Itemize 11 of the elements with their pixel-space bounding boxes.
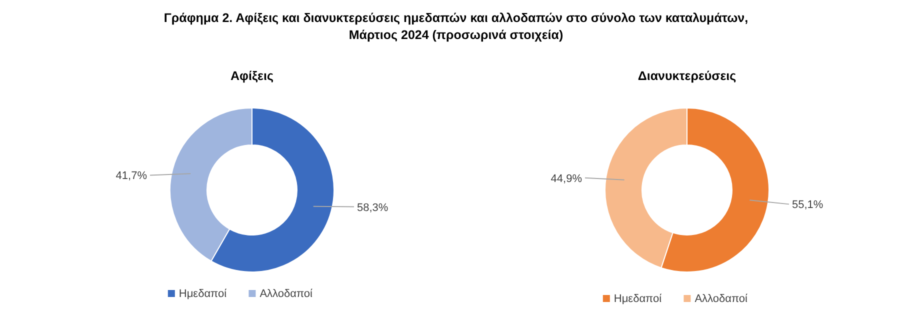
chart-title: Διανυκτερεύσεις <box>638 69 736 83</box>
legend-label: Ημεδαποί <box>614 293 662 305</box>
data-label: 58,3% <box>357 202 388 214</box>
chart-subtitle: Αφίξεις <box>230 69 274 83</box>
data-label: 44,9% <box>550 172 582 185</box>
data-label: 55,1% <box>792 199 824 212</box>
text: Γράφημα 2. Αφίξεις και διανυκτερεύσεις ημεδαπών και αλλοδαπών στο σύνολο των καταλυμάτων, Μάρτιος 2024 (προσωρινά στοιχεία) <box>164 11 748 42</box>
data-label: 41,7% <box>116 170 148 182</box>
legend-label: Αλλοδαποί <box>260 288 314 300</box>
legend-label: Ημεδαποί <box>178 288 228 300</box>
legend-label: Αλλοδαποί <box>694 293 748 305</box>
